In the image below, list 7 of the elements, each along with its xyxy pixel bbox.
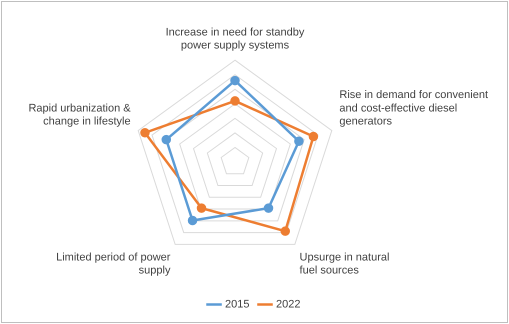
spoke-label: Rise in demand for convenient and cost-effective diesel generators	[339, 89, 488, 128]
spoke-label: Limited period of power supply	[56, 251, 171, 277]
legend-label: 2015	[225, 298, 250, 311]
spoke-label: Rapid urbanization & change in lifestyle	[28, 102, 132, 128]
spoke-label: Upsurge in natural fuel sources	[300, 251, 390, 277]
legend-label: 2022	[276, 298, 300, 311]
spoke-label: Increase in need for standby power supply systems	[166, 26, 305, 52]
